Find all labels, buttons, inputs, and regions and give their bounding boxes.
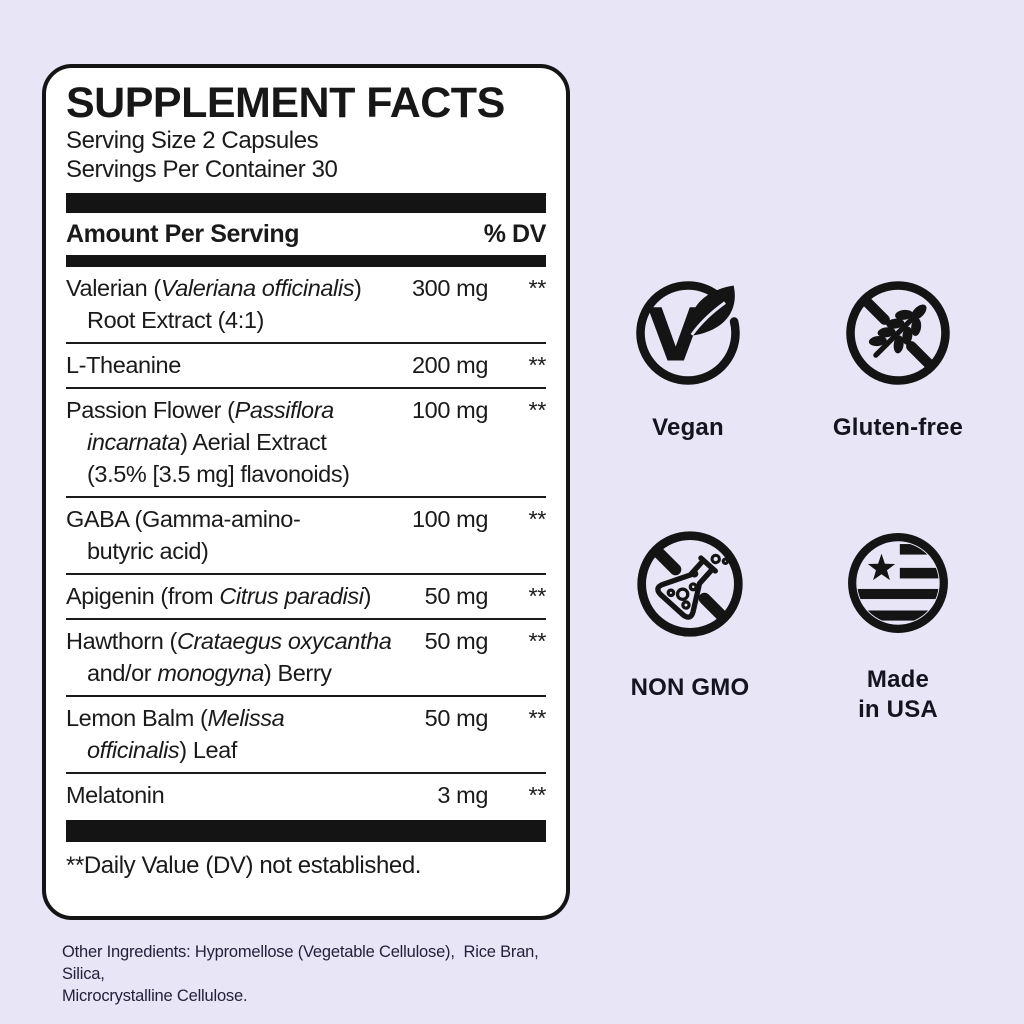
badge-made-in-usa-label: Made in USA [858, 666, 938, 723]
gluten-free-icon [846, 281, 950, 385]
badge-non-gmo-label: NON GMO [630, 674, 750, 701]
ingredient-name: Lemon Balm (Melissa officinalis) Leaf [66, 705, 285, 763]
ingredient-row: Valerian (Valeriana officinalis) Root Ext… [66, 267, 546, 342]
divider-bar-thick [66, 193, 546, 213]
ingredient-name: Valerian (Valeriana officinalis) Root Ext… [66, 275, 362, 333]
ingredient-row: Passion Flower (Passiflora incarnata) Aer… [66, 387, 546, 496]
servings-per-container: Servings Per Container 30 [66, 156, 338, 183]
svg-text:V: V [647, 294, 704, 379]
ingredient-name: GABA (Gamma-amino-butyric acid) [66, 506, 301, 564]
ingredient-row: GABA (Gamma-amino-butyric acid) 100 mg ** [66, 496, 546, 573]
ingredient-name: Melatonin [66, 782, 165, 808]
badge-made-in-usa: Made in USA [788, 528, 1008, 725]
other-ingredients-text: Other Ingredients: Hypromellose (Vegetab… [62, 943, 539, 1005]
divider-bar-medium [66, 255, 546, 267]
ingredient-table: Valerian (Valeriana officinalis) Root Ext… [66, 267, 546, 817]
ingredient-name: Apigenin (from Citrus paradisi) [66, 583, 371, 609]
vegan-icon: V [636, 281, 740, 385]
ingredient-amount: 3 mg [437, 782, 488, 808]
badge-non-gmo: NON GMO [580, 526, 800, 703]
ingredient-dv: ** [528, 705, 547, 731]
serving-size: Serving Size 2 Capsules [66, 127, 319, 154]
ingredient-dv: ** [528, 397, 547, 423]
ingredient-dv: ** [528, 628, 547, 654]
ingredient-amount: 50 mg [424, 628, 489, 654]
ingredient-amount: 50 mg [424, 705, 489, 731]
ingredient-dv: ** [528, 275, 547, 301]
ingredient-row: Apigenin (from Citrus paradisi) 50 mg ** [66, 573, 546, 618]
panel-title: SUPPLEMENT FACTS [66, 79, 505, 127]
made-in-usa-icon [848, 533, 948, 633]
amount-per-serving-header: Amount Per Serving [66, 220, 300, 248]
ingredient-dv: ** [528, 583, 547, 609]
ingredient-amount: 100 mg [412, 506, 488, 532]
ingredient-amount: 200 mg [412, 352, 488, 378]
ingredient-amount: 300 mg [412, 275, 488, 301]
ingredient-amount: 100 mg [412, 397, 488, 423]
badge-vegan-label: Vegan [652, 414, 724, 441]
badge-vegan: V Vegan [578, 276, 798, 443]
ingredient-dv: ** [528, 352, 547, 378]
badge-gluten-free: Gluten-free [788, 276, 1008, 443]
percent-dv-header: % DV [483, 220, 547, 248]
supplement-facts-panel: SUPPLEMENT FACTS Serving Size 2 Capsules… [42, 64, 570, 920]
ingredient-dv: ** [528, 506, 547, 532]
divider-bar-bottom [66, 820, 546, 842]
table-header: Amount Per Serving % DV [66, 213, 546, 255]
ingredient-name: Passion Flower (Passiflora incarnata) Aer… [66, 397, 350, 487]
ingredient-row: Melatonin 3 mg ** [66, 772, 546, 817]
ingredient-amount: 50 mg [424, 583, 489, 609]
ingredient-row: L-Theanine 200 mg ** [66, 342, 546, 387]
ingredient-dv: ** [528, 782, 547, 808]
non-gmo-icon [637, 531, 743, 637]
ingredient-row: Hawthorn (Crataegus oxycantha and/or mono… [66, 618, 546, 695]
ingredient-name: L-Theanine [66, 352, 181, 378]
badge-gluten-free-label: Gluten-free [832, 414, 964, 441]
ingredient-row: Lemon Balm (Melissa officinalis) Leaf 50 m… [66, 695, 546, 772]
ingredient-name: Hawthorn (Crataegus oxycantha and/or mono… [66, 628, 392, 686]
daily-value-footnote: **Daily Value (DV) not established. [66, 852, 422, 879]
